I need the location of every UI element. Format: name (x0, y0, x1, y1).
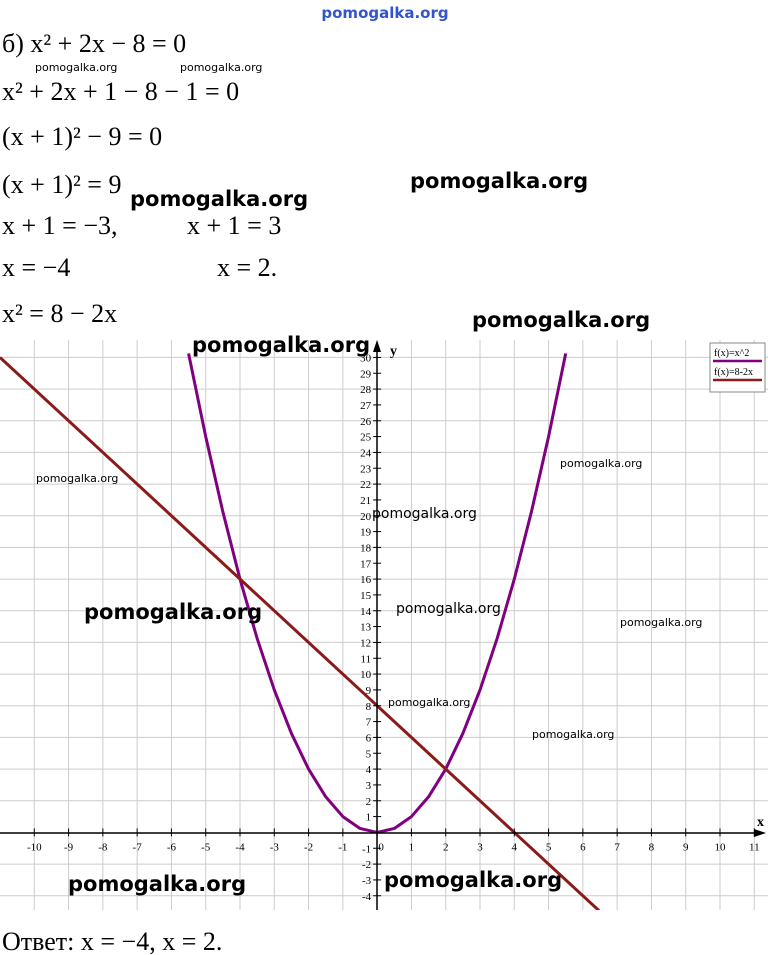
watermark: pomogalka.org (84, 600, 262, 624)
x-tick-label: 7 (614, 841, 620, 853)
y-arrow (373, 340, 381, 352)
watermark: pomogalka.org (620, 616, 702, 629)
math-line: (x + 1)² = 9 (2, 170, 121, 199)
y-axis-label: y (390, 344, 397, 359)
y-tick-label: 7 (366, 717, 372, 729)
y-tick-label: 18 (360, 542, 372, 554)
x-tick-label: 10 (715, 841, 727, 853)
watermark: pomogalka.org (388, 696, 470, 709)
y-tick-label: -2 (362, 859, 371, 871)
y-tick-label: 11 (361, 653, 372, 665)
legend-box (709, 342, 766, 393)
math-line: x² + 2x + 1 − 8 − 1 = 0 (2, 77, 239, 106)
y-tick-label: -3 (362, 875, 372, 887)
x-tick-label: -1 (338, 841, 347, 853)
watermark: pomogalka.org (180, 61, 262, 74)
y-tick-label: 8 (366, 701, 372, 713)
x-tick-label: 4 (512, 841, 518, 853)
answer: Ответ: x = −4, x = 2. (2, 927, 222, 955)
texts: pomogalka.org б) x² + 2x − 8 = 0 x² + 2x +… (2, 4, 766, 955)
x-tick-label: -6 (167, 841, 177, 853)
site-header: pomogalka.org (321, 4, 448, 22)
y-tick-label: 4 (366, 764, 372, 776)
x-tick-label: 0 (378, 841, 384, 853)
x-tick-label: 5 (546, 841, 552, 853)
y-tick-label: 17 (360, 558, 372, 570)
y-tick-label: 15 (360, 590, 372, 602)
math-line: x = −4 (2, 253, 70, 282)
math-line: б) x² + 2x − 8 = 0 (2, 29, 186, 58)
y-tick-label: 26 (360, 416, 372, 428)
watermark: pomogalka.org (396, 601, 501, 617)
x-arrow (754, 829, 766, 837)
y-tick-label: 12 (360, 637, 371, 649)
x-tick-label: -9 (64, 841, 74, 853)
math-line: x + 1 = −3, (2, 211, 118, 240)
y-tick-label: 2 (366, 796, 372, 808)
y-tick-label: 25 (360, 432, 372, 444)
watermark: pomogalka.org (192, 333, 370, 357)
axes (0, 340, 766, 910)
x-tick-label: 6 (580, 841, 586, 853)
y-tick-label: 28 (360, 384, 372, 396)
x-tick-label: 8 (649, 841, 655, 853)
watermark: pomogalka.org (68, 872, 246, 896)
x-tick-label: 11 (749, 841, 760, 853)
y-tick-label: 9 (366, 685, 372, 697)
x-tick-label: 9 (683, 841, 689, 853)
y-tick-label: 10 (360, 669, 372, 681)
x-tick-label: -4 (235, 841, 245, 853)
y-tick-label: 16 (360, 574, 372, 586)
y-tick-label: -1 (362, 843, 371, 855)
watermark: pomogalka.org (472, 308, 650, 332)
x-tick-label: 2 (443, 841, 449, 853)
watermark: pomogalka.org (36, 472, 118, 485)
math-line: x² = 8 − 2x (2, 299, 117, 328)
x-tick-label: -5 (201, 841, 211, 853)
watermark: pomogalka.org (130, 187, 308, 211)
x-tick-label: -2 (304, 841, 313, 853)
y-tick-label: 27 (360, 400, 372, 412)
x-tick-label: -3 (270, 841, 280, 853)
y-tick-label: 6 (366, 732, 372, 744)
math-line: x + 1 = 3 (187, 211, 281, 240)
series-line (0, 356, 601, 910)
y-tick-label: -4 (362, 891, 372, 903)
y-tick-label: 30 (360, 352, 372, 364)
watermark: pomogalka.org (410, 169, 588, 193)
plot-area (0, 353, 601, 910)
y-tick-label: 13 (360, 622, 372, 634)
legend-label: f(x)=8-2x (714, 367, 753, 378)
y-tick-label: 5 (366, 748, 372, 760)
math-line: x = 2. (217, 253, 277, 282)
y-tick-label: 23 (360, 463, 372, 475)
watermark: pomogalka.org (384, 868, 562, 892)
y-tick-label: 22 (360, 479, 371, 491)
watermark: pomogalka.org (35, 61, 117, 74)
y-tick-label: 3 (366, 780, 372, 792)
y-tick-label: 19 (360, 527, 372, 539)
y-tick-label: 20 (360, 511, 372, 523)
y-tick-label: 24 (360, 447, 372, 459)
x-tick-label: -7 (133, 841, 143, 853)
legend-label: f(x)=x^2 (714, 348, 749, 359)
x-tick-label: -10 (27, 841, 42, 853)
x-tick-label: 3 (477, 841, 483, 853)
x-axis-label: x (757, 815, 764, 830)
math-line: (x + 1)² − 9 = 0 (2, 122, 162, 151)
x-tick-label: 1 (409, 841, 415, 853)
watermark: pomogalka.org (560, 457, 642, 470)
y-tick-label: 1 (366, 812, 372, 824)
y-tick-label: 29 (360, 368, 372, 380)
y-tick-label: 14 (360, 606, 372, 618)
y-tick-label: 21 (360, 495, 371, 507)
watermark: pomogalka.org (372, 506, 477, 522)
watermark: pomogalka.org (532, 728, 614, 741)
x-tick-label: -8 (98, 841, 108, 853)
